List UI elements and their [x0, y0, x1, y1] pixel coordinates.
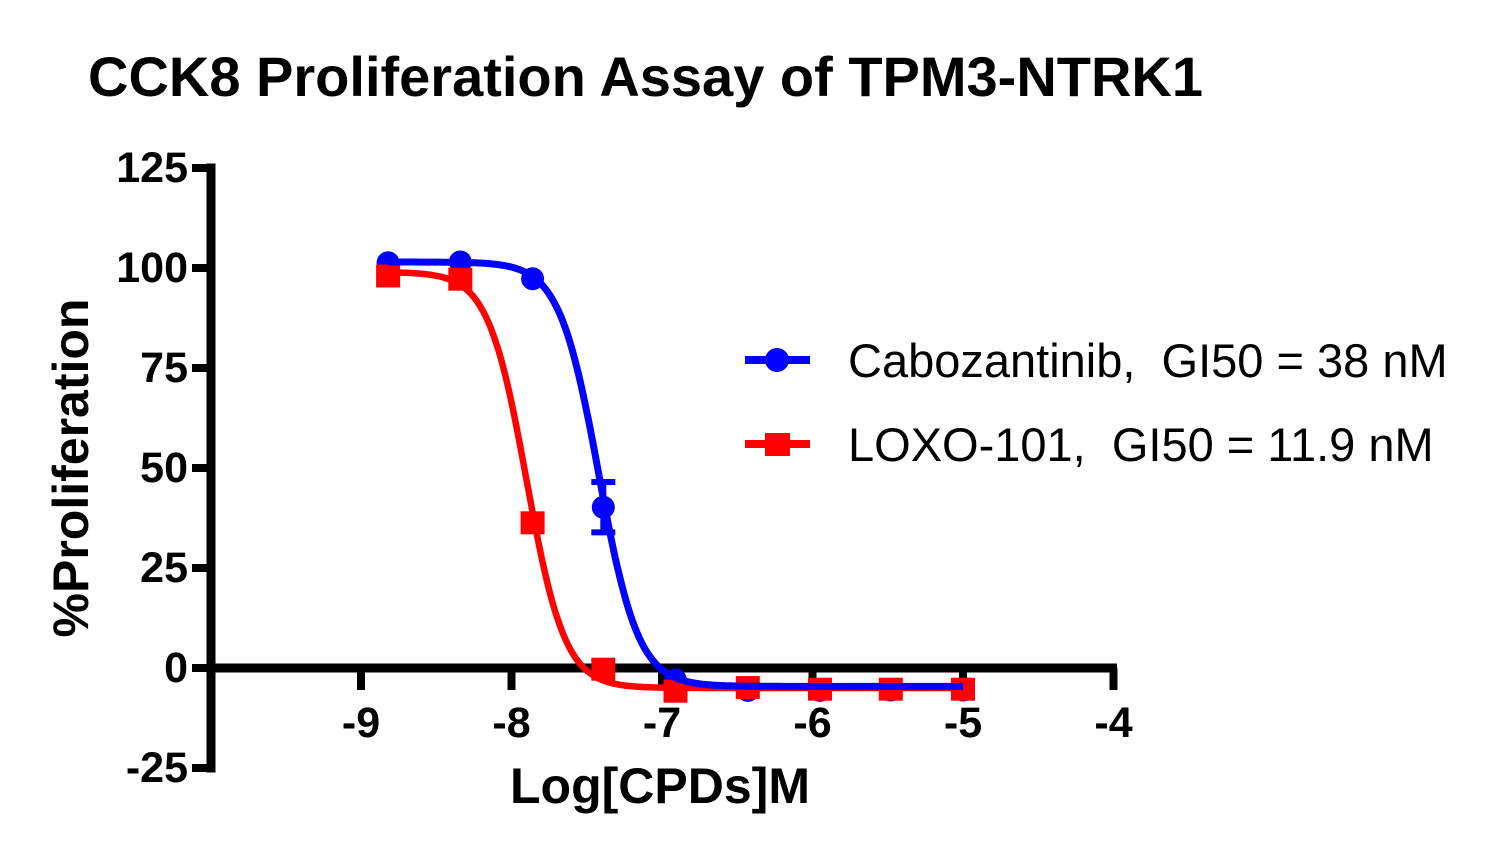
- legend: Cabozantinib, GI50 = 38 nM LOXO-101, GI5…: [745, 329, 1448, 497]
- y-tick-label: 100: [116, 244, 188, 292]
- data-point-loxo-101: [376, 264, 401, 288]
- x-tick-label: -6: [793, 699, 832, 747]
- data-point-loxo-101: [448, 267, 473, 291]
- legend-label-cabozantinib: Cabozantinib, GI50 = 38 nM: [848, 333, 1448, 387]
- legend-item-loxo-101: LOXO-101, GI50 = 11.9 nM: [745, 413, 1448, 475]
- data-point-loxo-101: [591, 657, 616, 681]
- data-point-loxo-101: [663, 679, 688, 703]
- x-tick-label: -9: [341, 699, 381, 747]
- chart-title: CCK8 Proliferation Assay of TPM3-NTRK1: [88, 45, 1203, 108]
- y-tick-label: 125: [116, 144, 188, 192]
- y-tick-label: 25: [140, 544, 188, 592]
- legend-square-red: [765, 433, 790, 456]
- y-tick-label: 50: [140, 444, 188, 492]
- x-tick-label: -5: [943, 699, 983, 747]
- y-tick-label: 75: [140, 344, 188, 392]
- x-tick-label: -4: [1094, 699, 1133, 747]
- x-tick-label: -8: [492, 699, 531, 747]
- data-point-loxo-101: [520, 511, 545, 535]
- legend-dot-blue: [765, 348, 789, 372]
- legend-item-cabozantinib: Cabozantinib, GI50 = 38 nM: [745, 329, 1448, 391]
- x-axis-label: Log[CPDs]M: [510, 758, 810, 814]
- cabozantinib-circle-marker-icon: [745, 329, 848, 391]
- loxo-101-square-marker-icon: [745, 413, 848, 475]
- legend-label-loxo-101: LOXO-101, GI50 = 11.9 nM: [848, 417, 1434, 471]
- y-tick-label: 0: [164, 644, 188, 692]
- fit-curve-cabozantinib: [388, 258, 963, 690]
- y-axis-label: %Proliferation: [43, 298, 99, 638]
- y-tick-label: -25: [125, 744, 188, 792]
- x-tick-label: -7: [642, 699, 682, 747]
